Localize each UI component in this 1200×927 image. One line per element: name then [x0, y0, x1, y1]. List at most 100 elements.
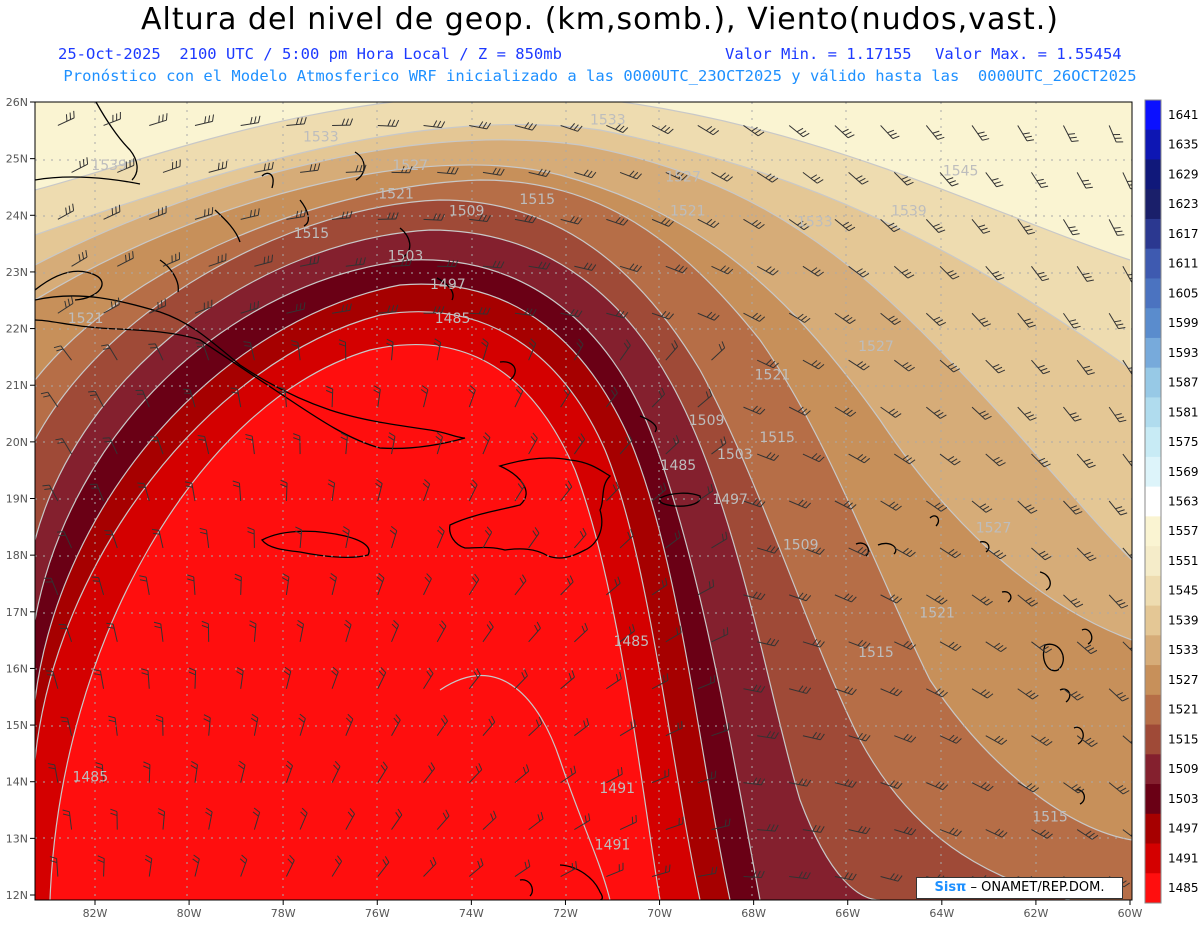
- wind-barb: [1063, 219, 1080, 236]
- wind-barb: [848, 453, 871, 464]
- wind-barb: [101, 344, 118, 361]
- wind-barb: [880, 218, 901, 233]
- contour-label: 1515: [1032, 809, 1068, 825]
- legend-swatch: [1145, 605, 1161, 636]
- wind-barb: [240, 300, 259, 314]
- wind-barb: [1076, 547, 1097, 562]
- wind-barb: [190, 760, 198, 783]
- wind-barbs: [40, 110, 1132, 888]
- wind-barb: [802, 638, 825, 648]
- wind-barb: [93, 669, 105, 689]
- lon-label: 76W: [365, 907, 390, 920]
- wind-barb: [834, 125, 855, 139]
- wind-barb: [834, 218, 856, 232]
- wind-barb: [697, 675, 715, 690]
- wind-barb: [985, 453, 1006, 467]
- legend-swatch: [1145, 575, 1161, 607]
- legend-swatch: [1145, 337, 1161, 369]
- wind-barb: [894, 733, 917, 743]
- wind-barb: [1031, 735, 1053, 746]
- wind-barb: [985, 359, 1006, 374]
- wind-barb: [391, 165, 413, 174]
- wind-barb: [433, 338, 442, 361]
- contour-label: 1533: [797, 215, 833, 231]
- wind-barb: [293, 433, 301, 455]
- legend-swatch: [1145, 278, 1161, 309]
- lon-label: 66W: [835, 907, 860, 920]
- legend-label: 1491: [1168, 851, 1199, 865]
- wind-barb: [250, 713, 259, 736]
- wind-barb: [619, 624, 635, 643]
- wind-barb: [102, 437, 118, 455]
- legend-swatch: [1145, 308, 1161, 339]
- wind-barb: [240, 208, 260, 220]
- wind-barb: [789, 871, 811, 880]
- wind-barb: [150, 436, 164, 455]
- puerto-rico: [659, 492, 701, 507]
- wind-barb: [95, 762, 105, 783]
- wind-barb: [573, 527, 587, 549]
- wind-barb: [560, 670, 575, 690]
- wind-barb: [1108, 688, 1129, 702]
- wind-barb: [205, 807, 213, 830]
- legend-swatch: [1145, 546, 1161, 577]
- wind-barb: [1108, 782, 1130, 795]
- wind-barb: [234, 573, 242, 595]
- wind-barb: [162, 252, 181, 267]
- wind-barb: [894, 359, 915, 372]
- wind-barb: [848, 639, 871, 649]
- wind-barb: [186, 574, 196, 595]
- wind-barb: [1063, 406, 1082, 422]
- wind-barb: [1076, 172, 1093, 189]
- contour-label: 1515: [294, 226, 330, 242]
- wind-barb: [104, 530, 118, 549]
- wind-barb: [436, 809, 450, 830]
- max-value-line: Valor Max. = 1.55454: [935, 45, 1122, 63]
- wind-barb: [197, 435, 210, 455]
- wind-barb: [342, 526, 350, 549]
- contour-label: 1521: [670, 203, 706, 219]
- legend-label: 1617: [1168, 227, 1199, 241]
- wind-barb: [345, 164, 367, 173]
- contour-label: 1515: [759, 430, 795, 446]
- lat-label: 16N: [6, 662, 28, 675]
- wind-barb: [697, 579, 715, 596]
- wind-barb: [574, 169, 597, 179]
- wind-barb: [332, 210, 353, 220]
- wind-barb: [436, 620, 447, 643]
- wind-barb: [711, 531, 728, 549]
- wind-barb: [757, 730, 779, 740]
- lon-label: 62W: [1023, 907, 1048, 920]
- legend-swatch: [1145, 456, 1161, 488]
- florida-keys: [35, 176, 141, 185]
- wind-barb: [110, 808, 118, 830]
- wind-barb: [711, 171, 733, 182]
- wind-barb: [1017, 500, 1038, 514]
- wind-barb: [481, 338, 489, 361]
- wind-barb: [834, 406, 857, 417]
- wind-barb: [117, 251, 134, 267]
- wind-barb: [880, 125, 900, 140]
- wind-barb: [528, 261, 551, 270]
- wind-barb: [437, 259, 459, 268]
- legend-label: 1623: [1168, 197, 1199, 211]
- legend-swatch: [1145, 218, 1161, 250]
- wind-barb: [985, 641, 1007, 653]
- wind-barb: [926, 500, 948, 512]
- wind-barb: [665, 340, 679, 361]
- wind-barb: [435, 432, 443, 455]
- wind-barb: [420, 385, 429, 408]
- wind-barb: [345, 808, 355, 830]
- wind-barb: [103, 204, 121, 220]
- wind-barb: [1076, 829, 1099, 840]
- wind-barb: [619, 434, 633, 455]
- credit-text: – ONAMET/REP.DOM.: [966, 880, 1105, 895]
- wind-barb: [743, 684, 766, 693]
- wind-barb: [788, 125, 810, 138]
- map-title: Altura del nivel de geop. (km,somb.), Vi…: [141, 2, 1059, 37]
- wind-barb: [711, 722, 730, 737]
- wind-barb: [1108, 219, 1125, 236]
- wind-barb: [329, 572, 337, 596]
- wind-barb: [278, 386, 287, 408]
- wind-barb: [280, 479, 288, 502]
